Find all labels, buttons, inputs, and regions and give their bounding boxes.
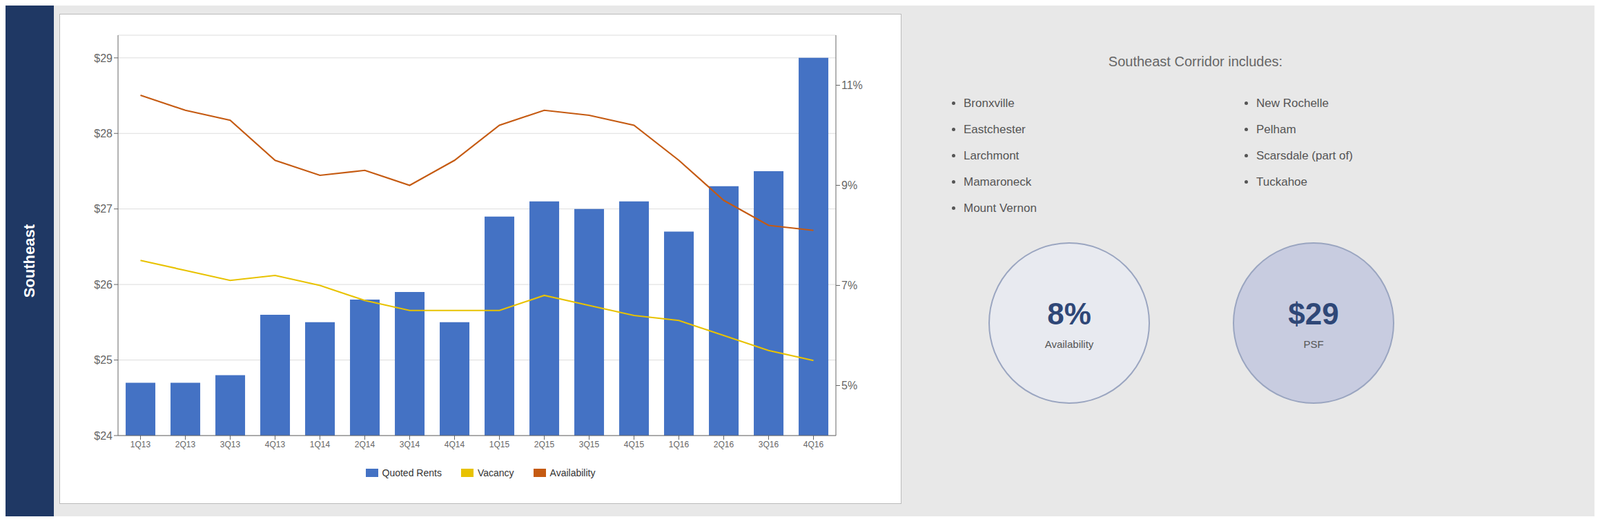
html-text:Mount Vernon: Mount Vernon (963, 201, 1037, 215)
html-text:8%: 8% (1047, 296, 1092, 331)
html-text:Southeast: Southeast (20, 224, 38, 298)
svg-text:$24: $24 (93, 430, 113, 442)
svg-text:7%: 7% (841, 279, 858, 292)
svg-text:4Q15: 4Q15 (623, 439, 645, 450)
svg-text:2Q16: 2Q16 (713, 439, 735, 450)
svg-text:2Q13: 2Q13 (175, 439, 197, 450)
svg-text:9%: 9% (841, 179, 858, 192)
svg-text:$28: $28 (93, 127, 113, 140)
html-text:Pelham: Pelham (1256, 122, 1297, 136)
svg-text:2Q15: 2Q15 (534, 439, 555, 450)
html-text:Eastchester: Eastchester (963, 122, 1026, 136)
svg-text:1Q15: 1Q15 (489, 439, 511, 450)
html-text:Southeast Corridor includes:: Southeast Corridor includes: (1108, 53, 1283, 70)
html-text:Availability: Availability (549, 467, 596, 479)
html-text:$29: $29 (1288, 296, 1339, 331)
html-text:Quoted Rents: Quoted Rents (382, 467, 442, 479)
svg-text:3Q15: 3Q15 (579, 439, 600, 450)
svg-text:$29: $29 (93, 52, 113, 65)
svg-text:4Q14: 4Q14 (444, 439, 466, 450)
html-text:Mamaroneck: Mamaroneck (963, 175, 1032, 189)
svg-text:4Q16: 4Q16 (803, 439, 825, 450)
svg-text:11%: 11% (841, 79, 863, 92)
svg-text:1Q14: 1Q14 (309, 439, 331, 450)
svg-text:5%: 5% (841, 379, 858, 392)
svg-text:3Q16: 3Q16 (758, 439, 780, 450)
html-text:Bronxville: Bronxville (963, 96, 1015, 110)
html-text:PSF: PSF (1303, 337, 1324, 350)
svg-text:1Q13: 1Q13 (130, 439, 152, 450)
svg-text:1Q16: 1Q16 (668, 439, 690, 450)
html-text:Availability: Availability (1044, 337, 1094, 350)
svg-text:3Q14: 3Q14 (399, 439, 421, 450)
svg-text:$26: $26 (93, 278, 113, 291)
svg-text:4Q13: 4Q13 (265, 439, 286, 450)
html-text:Scarsdale (part of): Scarsdale (part of) (1256, 149, 1353, 163)
html-text:Vacancy: Vacancy (477, 467, 514, 479)
svg-text:3Q13: 3Q13 (220, 439, 241, 450)
svg-text:$27: $27 (93, 202, 113, 215)
svg-text:$25: $25 (93, 354, 113, 366)
html-text:New Rochelle: New Rochelle (1256, 96, 1329, 110)
html-text:Larchmont: Larchmont (963, 149, 1020, 163)
html-text:Tuckahoe: Tuckahoe (1256, 175, 1308, 189)
svg-text:2Q14: 2Q14 (354, 439, 376, 450)
